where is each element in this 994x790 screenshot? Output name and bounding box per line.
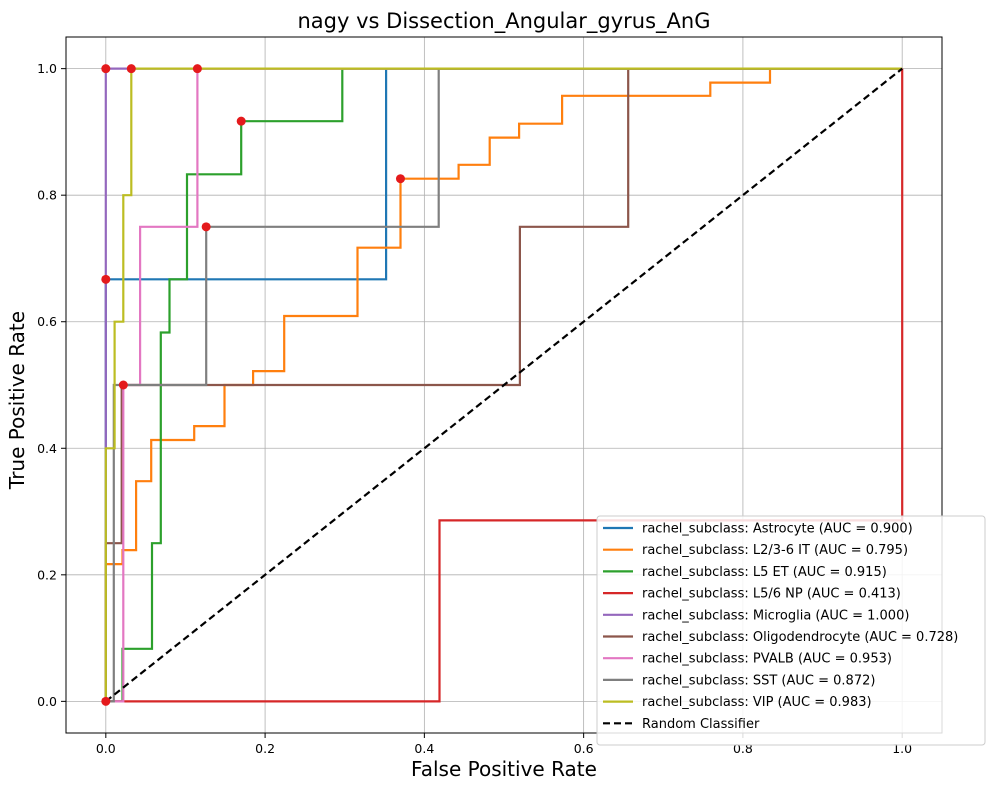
roc-curve-7 <box>105 67 903 703</box>
legend-label: rachel_subclass: Oligodendrocyte (AUC = … <box>642 630 958 645</box>
legend-box <box>596 515 986 746</box>
plot-frame <box>65 36 943 734</box>
legend-label: rachel_subclass: VIP (AUC = 0.983) <box>642 695 872 710</box>
threshold-point <box>101 64 111 74</box>
legend-label: rachel_subclass: L2/3-6 IT (AUC = 0.795) <box>642 543 908 558</box>
y-tick-label: 0.4 <box>37 441 57 456</box>
roc-curves <box>104 67 904 703</box>
threshold-point <box>236 116 246 126</box>
roc-curve-2 <box>105 67 903 703</box>
y-tick-label: 0.2 <box>37 567 57 582</box>
threshold-point <box>192 64 202 74</box>
roc-curve-5 <box>104 67 903 702</box>
roc-curve-9 <box>105 67 903 703</box>
roc-curve-8 <box>104 67 903 702</box>
threshold-point <box>395 174 405 184</box>
threshold-point <box>201 222 211 232</box>
x-tick-label: 0.4 <box>414 741 434 756</box>
x-axis-label: False Positive Rate <box>411 757 597 781</box>
roc-curve-3 <box>105 68 904 703</box>
legend-label: rachel_subclass: Microglia (AUC = 1.000) <box>642 608 909 623</box>
highlight-points <box>101 64 405 706</box>
x-tick-label: 0.6 <box>574 741 594 756</box>
y-tick-label: 1.0 <box>37 61 57 76</box>
legend: rachel_subclass: Astrocyte (AUC = 0.900)… <box>596 515 986 746</box>
chart-title: nagy vs Dissection_Angular_gyrus_AnG <box>298 9 711 34</box>
threshold-point <box>118 380 128 390</box>
legend-label: Random Classifier <box>642 717 760 732</box>
legend-label: rachel_subclass: L5/6 NP (AUC = 0.413) <box>642 587 901 602</box>
legend-label: rachel_subclass: Astrocyte (AUC = 0.900) <box>642 522 913 537</box>
threshold-point <box>126 64 136 74</box>
y-tick-label: 0.8 <box>37 188 57 203</box>
y-tick-label: 0.6 <box>37 314 57 329</box>
legend-label: rachel_subclass: PVALB (AUC = 0.953) <box>642 652 892 667</box>
y-tick-label: 0.0 <box>37 694 57 709</box>
roc-curve-6 <box>105 67 903 703</box>
threshold-point <box>101 696 111 706</box>
threshold-point <box>101 274 111 284</box>
roc-curve-1 <box>104 67 903 702</box>
legend-label: rachel_subclass: L5 ET (AUC = 0.915) <box>642 565 887 580</box>
y-axis-label: True Positive Rate <box>5 311 29 490</box>
x-tick-label: 0.2 <box>255 741 275 756</box>
legend-label: rachel_subclass: SST (AUC = 0.872) <box>642 673 875 688</box>
x-tick-label: 0.0 <box>96 741 116 756</box>
